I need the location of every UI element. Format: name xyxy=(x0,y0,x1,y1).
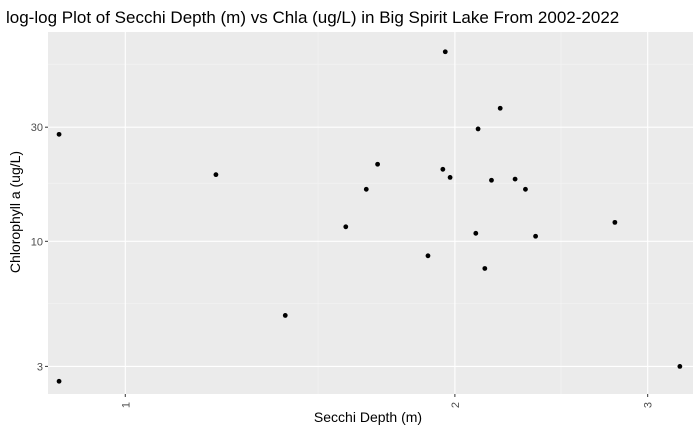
data-point xyxy=(425,253,431,259)
data-point xyxy=(523,186,528,192)
y-axis-label: Chlorophyll a (ug/L) xyxy=(7,151,23,273)
data-point xyxy=(482,266,488,271)
chart-title: log-log Plot of Secchi Depth (m) vs Chla… xyxy=(6,8,619,27)
data-point xyxy=(363,186,369,192)
major-gridlines xyxy=(48,32,693,394)
data-point xyxy=(447,175,453,180)
data-point xyxy=(533,233,538,239)
x-tick-label: 3 xyxy=(643,402,655,408)
data-point xyxy=(282,313,288,318)
data-point xyxy=(56,131,62,137)
data-point xyxy=(612,219,618,225)
data-point xyxy=(497,105,503,111)
y-tick-label: 10 xyxy=(31,236,43,248)
data-point xyxy=(56,378,62,384)
plot-panel xyxy=(48,32,693,394)
data-point xyxy=(473,230,479,236)
x-tick-label: 2 xyxy=(450,402,462,408)
data-point xyxy=(213,172,219,178)
data-point xyxy=(440,166,446,172)
x-axis-label: Secchi Depth (m) xyxy=(314,409,422,425)
minor-gridlines xyxy=(48,32,693,394)
y-tick-label: 3 xyxy=(37,361,43,373)
data-point xyxy=(375,161,380,167)
y-tick-label: 30 xyxy=(31,122,43,134)
data-point xyxy=(489,177,494,183)
data-point xyxy=(677,363,683,369)
data-points xyxy=(56,49,683,384)
data-point xyxy=(475,126,481,132)
x-tick-label: 1 xyxy=(120,402,132,408)
x-axis-ticks: 1 2 3 xyxy=(120,394,655,408)
y-axis-ticks: 3 10 30 xyxy=(31,122,48,373)
data-point xyxy=(512,176,518,182)
data-point xyxy=(343,224,349,230)
data-point xyxy=(442,49,448,55)
